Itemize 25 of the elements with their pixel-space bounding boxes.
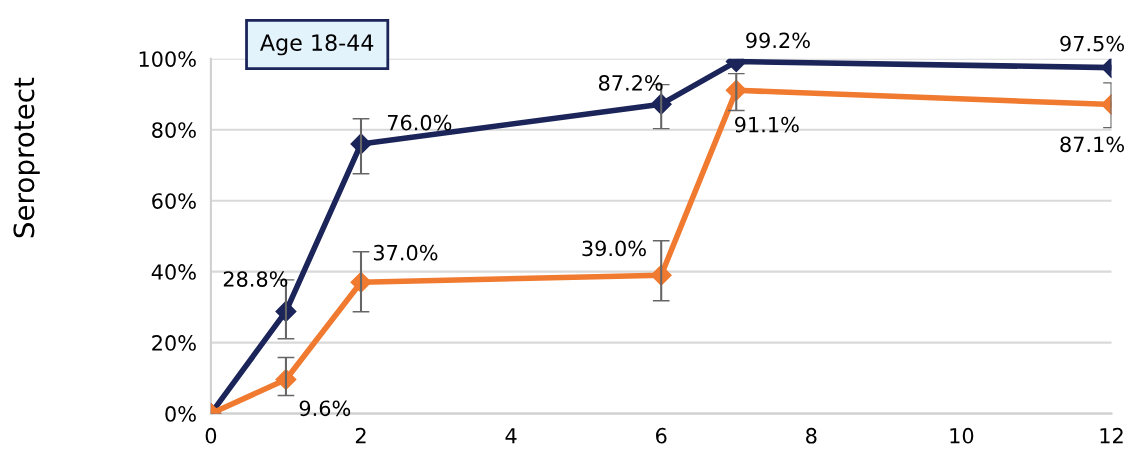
y-tick-label: 60% — [152, 193, 196, 209]
data-label: 76.0% — [387, 114, 452, 131]
data-label: 87.2% — [598, 75, 663, 91]
x-tick-label: 0 — [205, 427, 217, 444]
text: Age 18-44 — [260, 34, 374, 56]
x-tick-label: 6 — [656, 427, 667, 444]
y-tick-label: 0% — [165, 406, 196, 422]
data-label: 9.6% — [299, 400, 351, 417]
x-tick-label: 10 — [950, 427, 974, 444]
data-label: 99.2% — [746, 32, 810, 49]
x-tick-label: 4 — [505, 428, 517, 444]
x-tick-label: 8 — [806, 427, 817, 444]
y-tick-label: 80% — [152, 122, 196, 138]
y-tick-label: 100% — [139, 51, 196, 67]
data-label: 39.0% — [582, 240, 646, 257]
y-axis-title: Seroprotect — [13, 77, 40, 238]
data-label: 28.8% — [223, 271, 288, 287]
data-label: 87.1% — [1060, 136, 1124, 153]
y-tick-label: 40% — [151, 264, 196, 280]
data-label: 37.0% — [373, 244, 438, 261]
x-tick-label: 12 — [1100, 427, 1123, 444]
data-label: 97.5% — [1060, 35, 1124, 52]
x-tick-label: 2 — [355, 427, 366, 444]
y-tick-label: 20% — [152, 335, 196, 351]
data-label: 91.1% — [735, 116, 799, 133]
